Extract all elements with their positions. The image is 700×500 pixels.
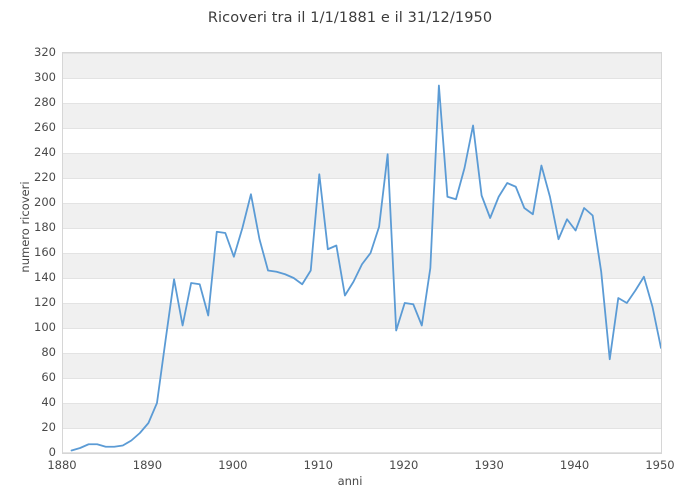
gridline [63, 53, 661, 54]
background-band [63, 53, 661, 78]
gridline [63, 253, 661, 254]
y-tick-label: 120 [34, 295, 56, 309]
gridline [63, 353, 661, 354]
y-tick-label: 100 [34, 320, 56, 334]
x-tick-label: 1880 [47, 458, 77, 472]
background-band [63, 303, 661, 328]
y-tick-label: 60 [41, 370, 56, 384]
y-axis-tick-labels: 0 20 40 60 80 100 120 140 160 180 200 220 240 260 280 3… [0, 0, 56, 500]
y-tick-label: 260 [34, 120, 56, 134]
x-tick-label: 1940 [559, 458, 590, 472]
background-band [63, 153, 661, 178]
x-tick-label: 1890 [132, 458, 163, 472]
x-tick-label: 1910 [303, 458, 333, 472]
background-band [63, 403, 661, 428]
y-tick-label: 200 [34, 195, 56, 209]
x-tick-label: 1900 [218, 458, 248, 472]
x-tick-label: 1950 [645, 458, 675, 472]
chart-title: Ricoveri tra il 1/1/1881 e il 31/12/1950 [207, 10, 493, 26]
x-tick-label: 1920 [389, 458, 419, 472]
series-line-ricoveri [70, 84, 661, 452]
y-tick-label: 80 [41, 345, 56, 359]
gridline [63, 378, 661, 379]
gridline [63, 203, 661, 204]
gridline [63, 78, 661, 79]
y-tick-label: 280 [34, 95, 56, 109]
gridline [63, 278, 661, 279]
background-band [63, 203, 661, 228]
background-band [63, 103, 661, 128]
y-tick-label: 320 [34, 45, 56, 59]
y-tick-label: 300 [34, 70, 56, 84]
y-tick-label: 220 [34, 170, 56, 184]
x-axis-title: anni [337, 474, 363, 488]
y-tick-label: 0 [48, 445, 56, 459]
x-tick-label: 1930 [474, 458, 504, 472]
plot-area [62, 52, 662, 454]
gridline [63, 128, 661, 129]
y-tick-label: 20 [41, 420, 56, 434]
y-tick-label: 180 [34, 220, 56, 234]
gridline [63, 452, 661, 453]
gridline [63, 428, 661, 429]
y-tick-label: 240 [34, 145, 56, 159]
gridline [63, 328, 661, 329]
gridline [63, 228, 661, 229]
gridline [63, 178, 661, 179]
gridline [63, 403, 661, 404]
gridline [63, 153, 661, 154]
y-tick-label: 140 [34, 270, 56, 284]
gridline [63, 103, 661, 104]
y-tick-label: 160 [34, 245, 56, 259]
y-tick-label: 40 [41, 395, 56, 409]
gridline [63, 303, 661, 304]
y-axis-title: numero ricoveri [18, 181, 32, 273]
